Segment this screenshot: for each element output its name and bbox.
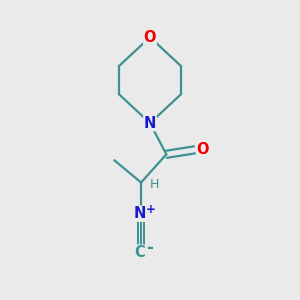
Text: O: O bbox=[144, 30, 156, 45]
Text: N: N bbox=[144, 116, 156, 130]
Text: O: O bbox=[197, 142, 209, 158]
Text: C: C bbox=[134, 245, 145, 260]
Text: N: N bbox=[134, 206, 146, 221]
Text: +: + bbox=[146, 203, 156, 216]
Text: -: - bbox=[146, 239, 153, 257]
Text: H: H bbox=[150, 178, 159, 190]
